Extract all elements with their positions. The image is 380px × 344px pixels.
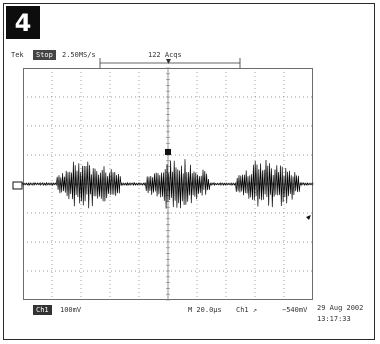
volts-per-div-readout: 100mV xyxy=(60,306,82,314)
trigger-slope-icon: ↗ xyxy=(252,306,258,314)
trigger-readout: Ch1 ↗ xyxy=(236,305,257,315)
waveform-path xyxy=(22,159,314,209)
trigger-source: Ch1 xyxy=(236,306,249,314)
figure-number-badge: 4 xyxy=(6,6,40,39)
sample-rate-readout: 2.50MS/s xyxy=(62,51,96,59)
timebase-readout: M 20.0μs xyxy=(188,306,222,314)
waveform-trace xyxy=(22,159,314,209)
graticule-markers xyxy=(12,58,311,220)
figure-frame xyxy=(3,3,375,340)
trigger-level-readout: −540mV xyxy=(282,306,308,314)
channel-badge: Ch1 xyxy=(33,305,52,315)
trigger-level-marker-icon xyxy=(306,215,311,220)
channel-ground-marker-icon xyxy=(12,181,23,190)
trigger-position-icon xyxy=(166,59,171,64)
figure-number: 4 xyxy=(14,8,32,37)
scope-status-label: Tek xyxy=(11,51,24,59)
capture-timestamp: 29 Aug 2002 13:17:33 xyxy=(317,303,363,325)
capture-date: 29 Aug 2002 xyxy=(317,304,364,312)
trigger-point-marker xyxy=(165,149,171,155)
capture-time: 13:17:33 xyxy=(317,315,351,323)
acquisition-count-readout: 122 Acqs xyxy=(148,51,182,59)
scope-state-badge: Stop xyxy=(33,50,56,60)
